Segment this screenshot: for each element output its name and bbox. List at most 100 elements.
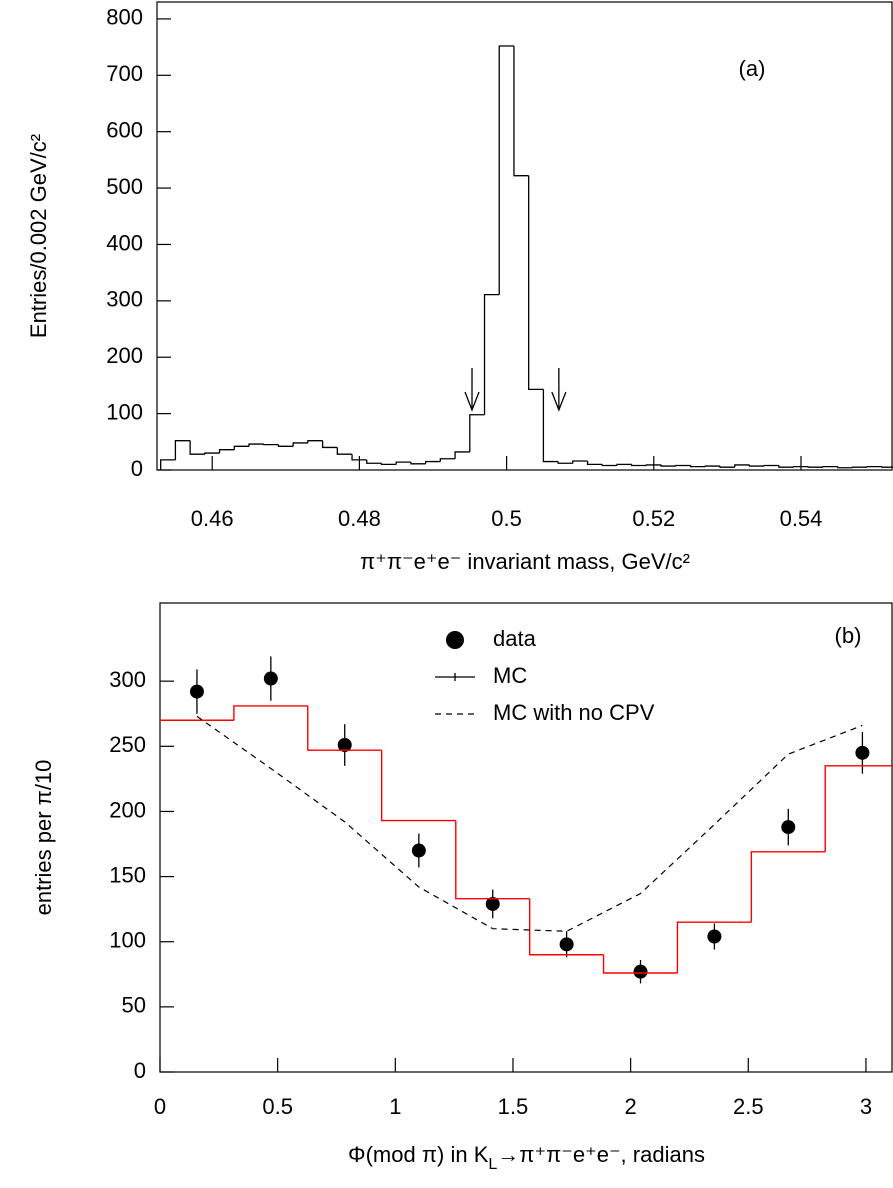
x-tick-label: 3 (860, 1094, 872, 1119)
histogram-bin (748, 464, 765, 467)
histogram-bin (734, 464, 750, 468)
cut-arrow (464, 368, 480, 412)
y-tick-label: 800 (106, 5, 143, 30)
histogram-bin (395, 461, 411, 465)
panel-label: (a) (739, 56, 766, 81)
histogram-bin (881, 466, 893, 468)
y-tick-label: 200 (109, 797, 146, 822)
x-tick-label: 0.48 (338, 506, 381, 531)
panel-label: (b) (835, 623, 862, 648)
plot-frame (159, 602, 893, 1073)
histogram-bin (616, 463, 632, 466)
histogram-bin (263, 443, 279, 446)
y-tick-label: 200 (106, 343, 143, 368)
mc-step (528, 898, 604, 956)
x-axis-label-part: →π⁺π⁻e⁺e⁻, radians (497, 1142, 705, 1167)
y-tick-label: 700 (106, 61, 143, 86)
histogram-bin (189, 440, 205, 455)
mc-step (676, 921, 752, 973)
histogram-bin (542, 389, 559, 463)
histogram-bin (792, 465, 809, 468)
histogram-bin (498, 45, 514, 295)
y-tick-label: 0 (131, 456, 143, 481)
histogram-bin (719, 466, 735, 468)
histogram-bin (380, 463, 397, 466)
y-tick-label: 150 (109, 862, 146, 887)
histogram-bin (528, 175, 544, 391)
mc-step (380, 750, 456, 822)
histogram-bin (454, 451, 470, 459)
histogram-bin (469, 414, 485, 452)
histogram-bin (601, 464, 617, 467)
histogram-bin (410, 462, 426, 465)
y-tick-label: 300 (109, 667, 146, 692)
histogram-bin (218, 449, 235, 454)
histogram-bin (174, 440, 191, 460)
histogram-bin (513, 45, 529, 177)
histogram-bin (336, 447, 353, 455)
x-tick-label: 1.5 (498, 1094, 529, 1119)
y-tick-label: 50 (122, 993, 146, 1018)
y-tick-label: 500 (106, 174, 143, 199)
histogram-bin (277, 444, 294, 447)
histogram-bin (645, 464, 662, 466)
x-tick-label: 0.52 (632, 506, 675, 531)
data-point (855, 745, 870, 760)
histogram-bin (292, 442, 308, 447)
histogram-bin (807, 466, 824, 468)
mc-step (602, 954, 678, 974)
histogram-bin (866, 465, 882, 468)
data-point (559, 937, 574, 952)
y-tick-label: 0 (134, 1058, 146, 1083)
mc-step (824, 765, 893, 852)
histogram-bin (851, 466, 868, 468)
histogram-bin (660, 464, 676, 467)
histogram-bin (351, 454, 367, 461)
histogram-bin (160, 459, 176, 470)
mc-step (233, 705, 308, 721)
data-point (263, 671, 278, 686)
cut-arrow (551, 368, 567, 412)
histogram-bin (439, 458, 456, 462)
histogram-bin (204, 452, 220, 455)
dashed-line (196, 715, 863, 932)
histogram-bin (837, 466, 853, 469)
histogram-bin (689, 465, 706, 468)
mc-step (750, 851, 826, 923)
x-axis-label: π⁺π⁻e⁺e⁻ invariant mass, GeV/c² (360, 549, 690, 574)
x-tick-label: 2 (625, 1094, 637, 1119)
histogram-bin (307, 440, 323, 443)
histogram-bin (248, 443, 264, 447)
x-axis-label: Φ(mod π) in KL→π⁺π⁻e⁺e⁻, radians (348, 1142, 705, 1173)
histogram-bin (822, 465, 838, 468)
legend-label: data (493, 626, 537, 651)
histogram-bin (557, 461, 573, 464)
y-axis-label: entries per π/10 (31, 760, 56, 916)
histogram-bin (763, 464, 779, 467)
y-tick-label: 100 (109, 928, 146, 953)
x-tick-label: 0.54 (780, 506, 823, 531)
x-tick-label: 1 (389, 1094, 401, 1119)
histogram-bin (778, 465, 794, 468)
x-tick-label: 0.5 (491, 506, 522, 531)
x-axis-label-part: Φ(mod π) in K (348, 1142, 489, 1167)
data-point (707, 929, 722, 944)
histogram-bin (233, 445, 249, 450)
x-tick-label: 2.5 (733, 1094, 764, 1119)
y-tick-label: 400 (106, 230, 143, 255)
y-tick-label: 600 (106, 117, 143, 142)
histogram-bin (424, 460, 441, 464)
histogram-bin (572, 460, 588, 464)
data-point (633, 964, 648, 979)
mc-step (455, 820, 530, 900)
x-tick-label: 0.46 (191, 506, 234, 531)
histogram-bin (631, 464, 647, 467)
y-tick-label: 100 (106, 399, 143, 424)
data-point (411, 843, 426, 858)
histogram-bin (483, 293, 500, 415)
legend-label: MC (493, 663, 527, 688)
y-axis-label: Entries/0.002 GeV/c² (26, 134, 51, 338)
legend-marker (446, 631, 464, 649)
y-tick-label: 300 (106, 287, 143, 312)
